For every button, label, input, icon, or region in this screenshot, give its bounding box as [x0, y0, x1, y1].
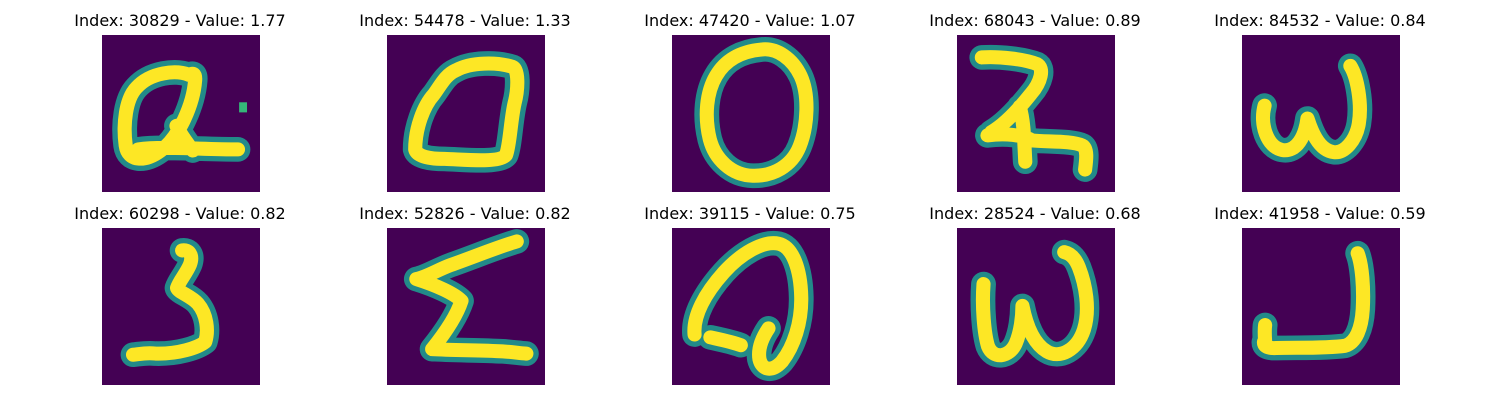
panel-8: Index: 39115 - Value: 0.75 [600, 193, 900, 385]
panel-3: Index: 47420 - Value: 1.07 [600, 0, 900, 192]
panel-title: Index: 39115 - Value: 0.75 [644, 204, 856, 223]
panel-title: Index: 52826 - Value: 0.82 [359, 204, 571, 223]
handwritten-glyph-image [102, 35, 260, 192]
panel-title: Index: 84532 - Value: 0.84 [1214, 11, 1426, 30]
handwritten-glyph-image [672, 35, 830, 192]
panel-5: Index: 84532 - Value: 0.84 [1170, 0, 1470, 192]
panel-title: Index: 28524 - Value: 0.68 [929, 204, 1141, 223]
handwritten-glyph-image [1242, 228, 1400, 385]
panel-4: Index: 68043 - Value: 0.89 [885, 0, 1185, 192]
handwritten-glyph-image [1242, 35, 1400, 192]
panel-2: Index: 54478 - Value: 1.33 [315, 0, 615, 192]
handwritten-glyph-image [672, 228, 830, 385]
panel-1: Index: 30829 - Value: 1.77 [30, 0, 330, 192]
handwritten-glyph-image [957, 35, 1115, 192]
panel-title: Index: 54478 - Value: 1.33 [359, 11, 571, 30]
panel-title: Index: 60298 - Value: 0.82 [74, 204, 286, 223]
panel-title: Index: 47420 - Value: 1.07 [644, 11, 856, 30]
panel-7: Index: 52826 - Value: 0.82 [315, 193, 615, 385]
handwritten-glyph-image [102, 228, 260, 385]
handwritten-glyph-image [387, 35, 545, 192]
panel-title: Index: 68043 - Value: 0.89 [929, 11, 1141, 30]
panel-title: Index: 30829 - Value: 1.77 [74, 11, 286, 30]
handwritten-glyph-image [957, 228, 1115, 385]
panel-title: Index: 41958 - Value: 0.59 [1214, 204, 1426, 223]
panel-6: Index: 60298 - Value: 0.82 [30, 193, 330, 385]
panel-9: Index: 28524 - Value: 0.68 [885, 193, 1185, 385]
panel-10: Index: 41958 - Value: 0.59 [1170, 193, 1470, 385]
handwritten-glyph-image [387, 228, 545, 385]
